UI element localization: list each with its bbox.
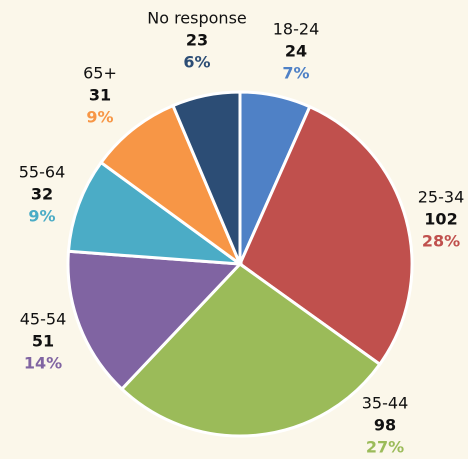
pie-slice [99,103,244,269]
slice-count: 32 [31,185,53,204]
slice-share: 27% [366,438,404,457]
slice-label: 65+ [83,64,117,83]
pie-slice [66,160,246,266]
slice-count: 31 [89,86,111,105]
slice-share: 7% [282,64,309,83]
slice-count: 102 [424,210,457,229]
slice-count: 23 [186,31,208,50]
slice-label: 25-34 [418,188,465,207]
pie-slice [119,262,382,438]
slice-label: 35-44 [362,394,409,413]
slice-share: 9% [28,207,55,226]
slice-label: 55-64 [19,163,66,182]
pie-slice [238,104,414,367]
slice-share: 14% [24,354,62,373]
slice-label: 45-54 [20,310,67,329]
slice-label: No response [147,9,247,28]
slice-count: 98 [374,416,396,435]
slice-share: 9% [86,108,113,127]
slice-share: 6% [183,53,210,72]
slice-count: 51 [32,332,54,351]
slice-label: 18-24 [273,20,320,39]
pie-slice [66,249,244,392]
slice-share: 28% [422,232,460,251]
slice-count: 24 [285,42,307,61]
pie-slice [171,90,242,265]
